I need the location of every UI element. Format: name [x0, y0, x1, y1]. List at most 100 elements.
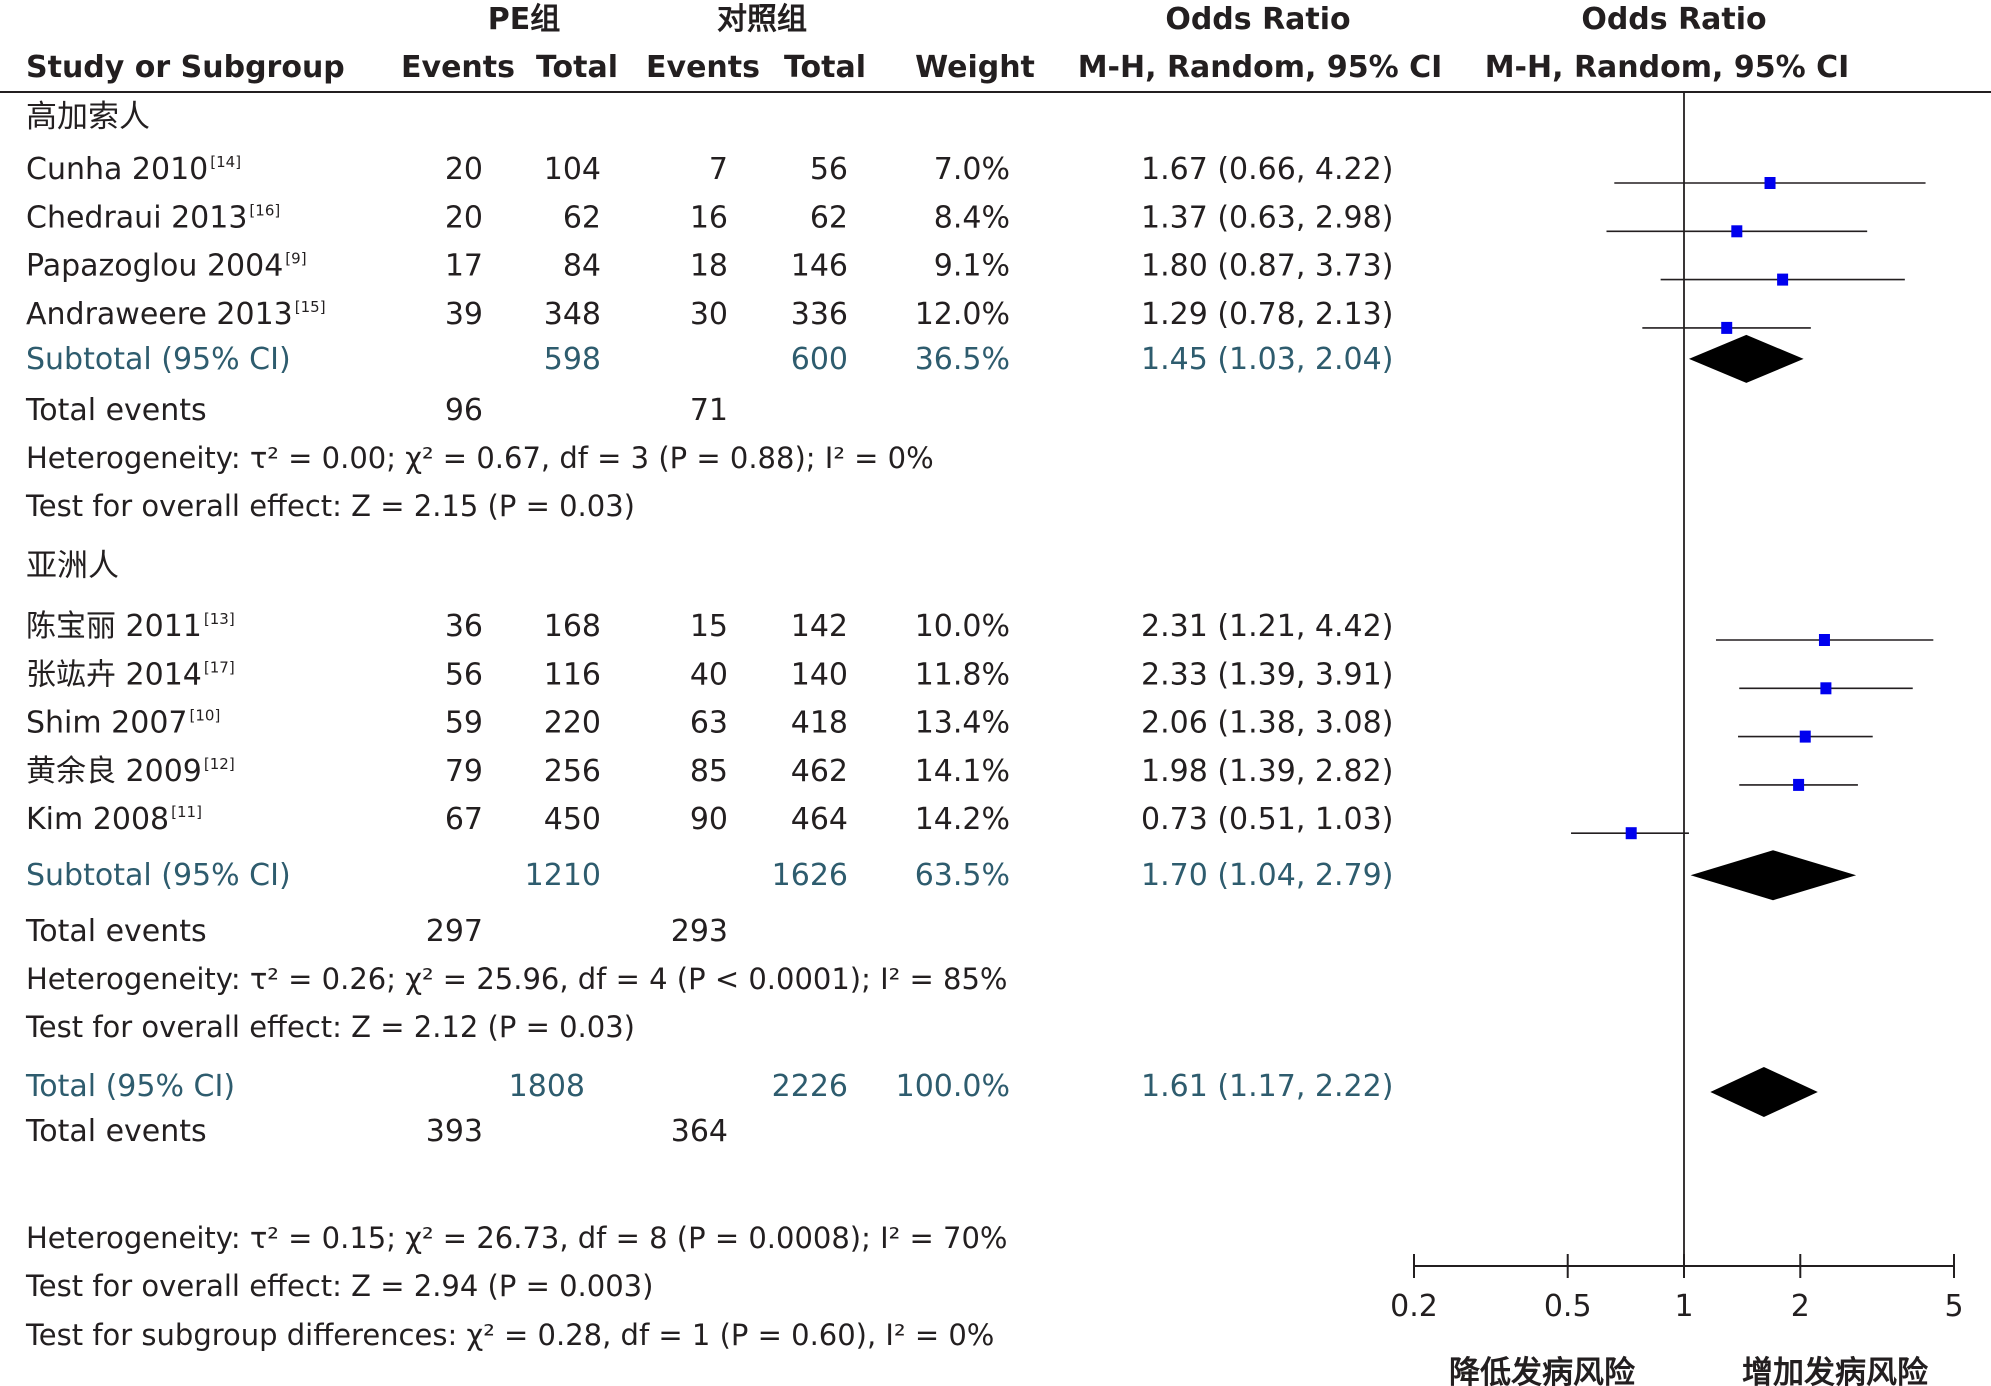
control-events-cell: 18	[690, 249, 728, 284]
total-odds-ratio: 1.61 (1.17, 2.22)	[1141, 1069, 1393, 1104]
subtotal-weight: 36.5%	[915, 342, 1010, 377]
plot-odds-ratio-header: Odds Ratio	[1581, 2, 1766, 37]
pe-group-header: PE组	[488, 2, 560, 37]
weight-header: Weight	[915, 50, 1035, 85]
control-total-cell: 56	[810, 152, 848, 187]
pe-events-header: Events	[401, 50, 515, 85]
control-total-cell: 62	[810, 200, 848, 235]
column-headers: PE组 对照组 Odds Ratio Odds Ratio Study or S…	[26, 2, 1849, 85]
grand-total-events-control: 364	[671, 1114, 728, 1149]
control-total-cell: 418	[791, 706, 848, 741]
total-events-pe: 297	[426, 914, 483, 949]
study-point	[1818, 634, 1830, 646]
x-axis: 0.2 0.5 1 2 5 降低发病风险 增加发病风险	[1390, 1254, 1964, 1386]
study-name: Papazoglou 2004	[26, 249, 283, 284]
odds-ratio-cell: 2.31 (1.21, 4.42)	[1141, 609, 1393, 644]
odds-ratio-header: Odds Ratio	[1165, 2, 1350, 37]
study-point	[1820, 682, 1832, 695]
weight-cell: 12.0%	[915, 297, 1010, 332]
control-total-cell: 140	[791, 657, 848, 692]
pe-total-cell: 256	[544, 754, 601, 789]
odds-ratio-cell: 0.73 (0.51, 1.03)	[1141, 802, 1393, 837]
weight-cell: 14.1%	[915, 754, 1010, 789]
study-reference: [16]	[249, 201, 280, 219]
study-reference: [13]	[204, 610, 235, 628]
total-control-total: 2226	[772, 1069, 848, 1104]
study-name: Cunha 2010	[26, 152, 208, 187]
heterogeneity-text: Heterogeneity: τ² = 0.26; χ² = 25.96, df…	[26, 962, 1007, 996]
overall-effect-text: Test for overall effect: Z = 2.15 (P = 0…	[25, 489, 635, 523]
control-events-header: Events	[646, 50, 760, 85]
control-total-cell: 462	[791, 754, 848, 789]
weight-cell: 10.0%	[915, 609, 1010, 644]
control-total-cell: 336	[791, 297, 848, 332]
weight-cell: 13.4%	[915, 706, 1010, 741]
overall-effect-total-text: Test for overall effect: Z = 2.94 (P = 0…	[25, 1269, 653, 1303]
method-header: M-H, Random, 95% CI	[1078, 50, 1443, 85]
pe-total-cell: 348	[544, 297, 601, 332]
subtotal-odds-ratio: 1.45 (1.03, 2.04)	[1141, 342, 1393, 377]
table-rows: 高加索人 Cunha 2010 [14] 20 104 7 56 7.0% 1.67 (0.66…	[25, 99, 1393, 1352]
control-total-cell: 142	[791, 609, 848, 644]
study-name: 陈宝丽 2011	[26, 609, 202, 644]
odds-ratio-cell: 1.37 (0.63, 2.98)	[1141, 200, 1393, 235]
pe-events-cell: 67	[445, 802, 483, 837]
subtotal-diamond	[1690, 850, 1857, 901]
study-name: Andraweere 2013	[26, 297, 293, 332]
weight-cell: 8.4%	[934, 200, 1010, 235]
subtotal-control-total: 1626	[772, 858, 848, 893]
total-events-label: Total events	[25, 393, 207, 428]
study-point	[1625, 827, 1637, 840]
control-events-cell: 15	[690, 609, 728, 644]
pe-total-cell: 104	[544, 152, 601, 187]
subtotal-weight: 63.5%	[915, 858, 1010, 893]
pe-events-cell: 17	[445, 249, 483, 284]
subtotal-label: Subtotal (95% CI)	[26, 342, 291, 377]
study-point	[1793, 778, 1805, 791]
study-reference: [9]	[285, 250, 306, 268]
subtotal-control-total: 600	[791, 342, 848, 377]
grand-total-events-label: Total events	[25, 1114, 207, 1149]
pe-events-cell: 20	[445, 200, 483, 235]
odds-ratio-cell: 1.98 (1.39, 2.82)	[1141, 754, 1393, 789]
study-point	[1799, 730, 1811, 743]
pe-total-cell: 62	[563, 200, 601, 235]
study-reference: [10]	[190, 707, 221, 725]
control-events-cell: 16	[690, 200, 728, 235]
odds-ratio-cell: 1.67 (0.66, 4.22)	[1141, 152, 1393, 187]
control-total-header: Total	[784, 50, 866, 85]
study-name: Kim 2008	[26, 802, 169, 837]
study-point	[1731, 225, 1743, 238]
control-events-cell: 85	[690, 754, 728, 789]
odds-ratio-cell: 1.29 (0.78, 2.13)	[1141, 297, 1393, 332]
study-point	[1777, 273, 1789, 286]
pe-events-cell: 39	[445, 297, 483, 332]
study-point	[1764, 177, 1776, 189]
study-reference: [17]	[204, 658, 235, 676]
total-events-control: 71	[690, 393, 728, 428]
control-events-cell: 63	[690, 706, 728, 741]
study-column-header: Study or Subgroup	[26, 50, 345, 85]
overall-effect-text: Test for overall effect: Z = 2.12 (P = 0…	[25, 1010, 635, 1044]
x-tick-label: 5	[1944, 1289, 1963, 1324]
total-weight: 100.0%	[896, 1069, 1010, 1104]
x-tick-label: 2	[1791, 1289, 1810, 1324]
plot-method-header: M-H, Random, 95% CI	[1485, 50, 1850, 85]
control-events-cell: 7	[709, 152, 728, 187]
weight-cell: 7.0%	[934, 152, 1010, 187]
total-label: Total (95% CI)	[25, 1069, 235, 1104]
pe-total-cell: 116	[544, 657, 601, 692]
favours-right-label: 增加发病风险	[1742, 1355, 1929, 1386]
subgroup-heading: 高加索人	[26, 99, 150, 135]
total-events-pe: 96	[445, 393, 483, 428]
odds-ratio-cell: 1.80 (0.87, 3.73)	[1141, 249, 1393, 284]
study-point	[1721, 321, 1733, 334]
pe-total-cell: 220	[544, 706, 601, 741]
subtotal-odds-ratio: 1.70 (1.04, 2.79)	[1141, 858, 1393, 893]
control-events-cell: 30	[690, 297, 728, 332]
subtotal-diamond	[1688, 334, 1804, 383]
study-name: 黄余良 2009	[26, 754, 202, 789]
subgroup-difference-text: Test for subgroup differences: χ² = 0.28…	[25, 1318, 994, 1352]
pe-total-cell: 84	[563, 249, 601, 284]
